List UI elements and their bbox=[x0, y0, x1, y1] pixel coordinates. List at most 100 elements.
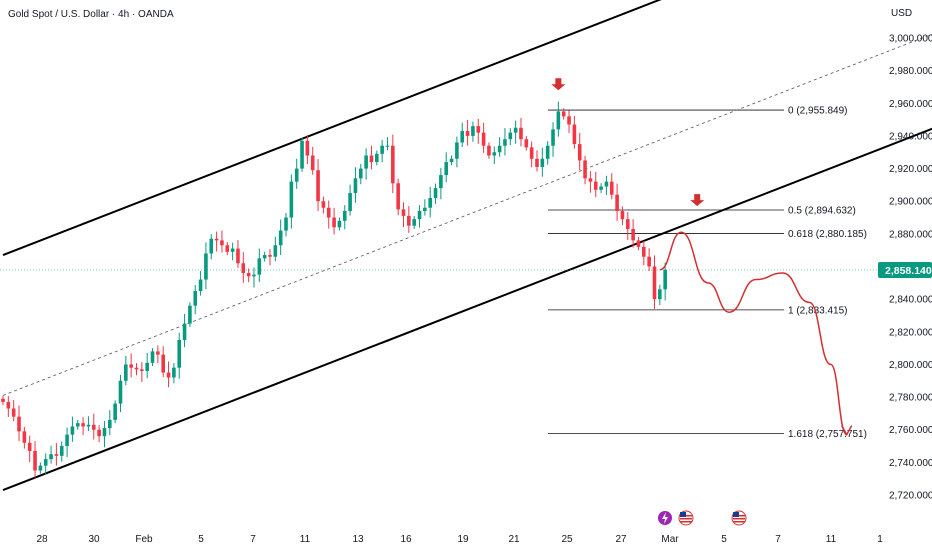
candle bbox=[6, 396, 11, 417]
candle bbox=[481, 122, 486, 153]
candle bbox=[102, 420, 107, 448]
candle bbox=[391, 134, 395, 194]
candle bbox=[113, 400, 117, 424]
x-tick-label: 7 bbox=[775, 534, 781, 545]
candle bbox=[326, 200, 331, 229]
candle bbox=[284, 212, 288, 237]
y-tick-label: 2,940.000 bbox=[889, 131, 932, 142]
candle bbox=[230, 242, 235, 261]
x-tick-label: 25 bbox=[561, 534, 573, 545]
x-tick-label: 5 bbox=[198, 534, 204, 545]
y-tick-label: 3,000.000 bbox=[889, 34, 932, 45]
y-tick-label: 2,960.000 bbox=[889, 99, 932, 110]
fib-level-label: 0.5 (2,894.632) bbox=[788, 205, 856, 216]
candle bbox=[156, 345, 160, 364]
candle bbox=[332, 207, 336, 235]
candle bbox=[86, 416, 91, 432]
candle bbox=[225, 242, 230, 256]
candle bbox=[273, 236, 278, 262]
candle bbox=[252, 267, 256, 288]
candle bbox=[33, 441, 37, 478]
candle bbox=[236, 240, 240, 268]
candle bbox=[118, 374, 123, 413]
candle bbox=[198, 271, 203, 296]
candle bbox=[353, 167, 358, 203]
y-tick-label: 2,880.000 bbox=[889, 229, 932, 240]
candle bbox=[375, 150, 379, 166]
fib-level-label: 0 (2,955.849) bbox=[788, 106, 848, 117]
candle bbox=[204, 242, 208, 290]
x-tick-label: Feb bbox=[135, 534, 153, 545]
candle bbox=[209, 234, 214, 260]
candle bbox=[289, 174, 294, 229]
x-tick-label: 28 bbox=[36, 534, 48, 545]
candle bbox=[11, 400, 16, 422]
candle bbox=[305, 134, 310, 165]
candle bbox=[364, 148, 368, 180]
x-tick-label: 16 bbox=[400, 534, 412, 545]
last-price-tag: 2,858.140 bbox=[878, 262, 932, 278]
x-tick-label: 27 bbox=[615, 534, 627, 545]
x-tick-label: 30 bbox=[88, 534, 100, 545]
candle bbox=[513, 120, 518, 144]
us-flag-icon[interactable] bbox=[678, 510, 694, 526]
x-tick-label: 11 bbox=[300, 534, 311, 545]
candle bbox=[91, 413, 96, 440]
candle bbox=[316, 159, 320, 212]
candle bbox=[294, 158, 299, 189]
x-tick-label: 7 bbox=[250, 534, 256, 545]
y-tick-label: 2,820.000 bbox=[889, 327, 932, 338]
candle bbox=[145, 353, 149, 379]
candle bbox=[81, 417, 85, 435]
candle bbox=[545, 141, 550, 165]
candle bbox=[625, 211, 630, 241]
candle bbox=[428, 186, 432, 218]
event-icons[interactable] bbox=[658, 510, 747, 526]
candle bbox=[129, 353, 133, 378]
y-tick-label: 2,720.000 bbox=[889, 491, 932, 502]
candle bbox=[369, 145, 374, 170]
candle bbox=[642, 241, 646, 266]
candle bbox=[161, 346, 165, 378]
candle bbox=[636, 237, 641, 251]
candle bbox=[471, 121, 475, 142]
y-tick-label: 2,800.000 bbox=[889, 360, 932, 371]
candle bbox=[593, 171, 598, 197]
candle bbox=[246, 268, 251, 283]
candles bbox=[1, 101, 667, 478]
candle bbox=[1, 395, 5, 406]
candle bbox=[182, 313, 187, 348]
candle bbox=[300, 137, 304, 172]
candle bbox=[599, 183, 603, 194]
candle bbox=[278, 219, 283, 256]
candle bbox=[241, 252, 246, 283]
candle bbox=[385, 137, 390, 151]
candle bbox=[134, 363, 139, 376]
y-tick-label: 2,900.000 bbox=[889, 197, 932, 208]
fib-level-label: 1.618 (2,757.751) bbox=[788, 429, 867, 440]
last-price-value: 2,858.140 bbox=[885, 265, 932, 277]
candle bbox=[417, 205, 422, 228]
candle bbox=[166, 361, 171, 388]
candle bbox=[342, 205, 347, 230]
candle bbox=[108, 410, 112, 436]
candle bbox=[433, 183, 438, 204]
overlay-annotations bbox=[551, 78, 853, 437]
fibonacci-levels: 0 (2,955.849) 0.5 (2,894.632) 0.618 (2,880… bbox=[548, 106, 867, 440]
candle bbox=[337, 217, 342, 231]
candle bbox=[524, 135, 529, 151]
candle bbox=[604, 175, 609, 196]
lightning-icon[interactable] bbox=[658, 511, 672, 525]
candle bbox=[348, 184, 352, 216]
channel-lines bbox=[2, 0, 932, 492]
x-tick-label: 11 bbox=[826, 534, 837, 545]
time-axis[interactable]: 28 30 Feb 5 7 11 13 16 19 21 25 27 Mar 5 7 11 1 bbox=[36, 534, 883, 545]
candle bbox=[476, 118, 481, 144]
candle bbox=[529, 141, 534, 168]
us-flag-icon[interactable] bbox=[731, 510, 747, 526]
channel-mid-line bbox=[2, 33, 932, 396]
candle bbox=[65, 427, 69, 458]
